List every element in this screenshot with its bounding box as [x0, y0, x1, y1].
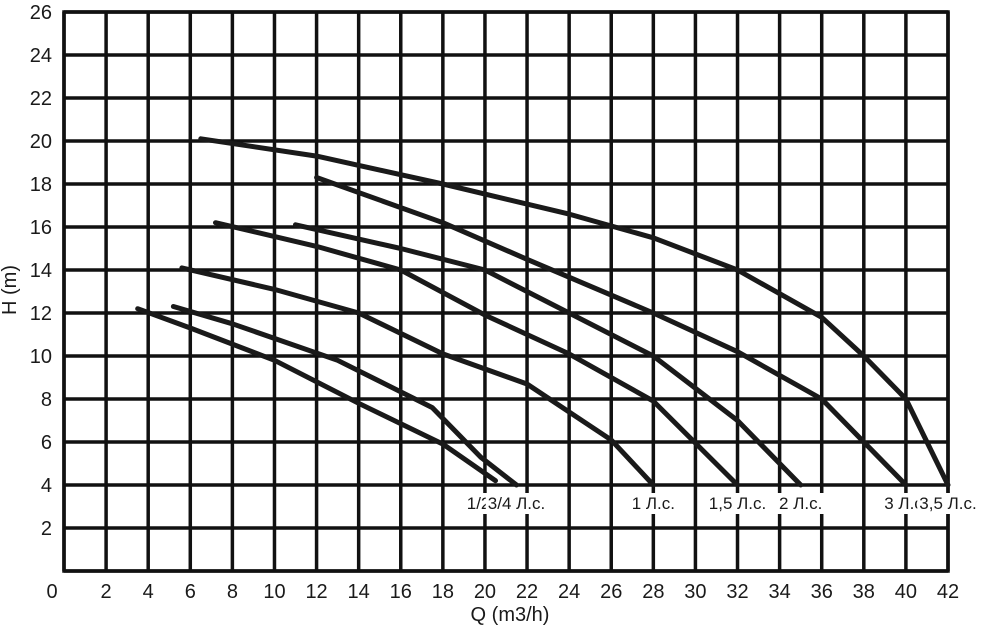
y-tick-label-10: 22: [30, 88, 52, 110]
y-tick-label-8: 18: [30, 174, 52, 196]
series-curve-6: [198, 136, 951, 488]
x-tick-label-16: 32: [726, 581, 748, 603]
series-curve-4: [293, 222, 804, 488]
series-label-bg-6: [917, 493, 979, 514]
x-tick-label-7: 14: [348, 581, 370, 603]
x-tick-label-8: 16: [390, 581, 412, 603]
chart-series-labels: 1/2 Л.с.3/4 Л.с.1 Л.с.1,5 Л.с.2 Л.с.3 Л.…: [464, 493, 979, 514]
x-tick-label-15: 30: [684, 581, 706, 603]
x-tick-label-11: 22: [516, 581, 538, 603]
series-curve-3: [213, 220, 740, 488]
y-tick-label-7: 16: [30, 217, 52, 239]
x-tick-label-9: 18: [432, 581, 454, 603]
x-tick-labels: 0 2 4 6 8 10 12 14 16 18 20 22 24 26 28 30 32 34 36 38 40 42: [46, 581, 959, 603]
x-tick-label-14: 28: [642, 581, 664, 603]
series-curve-2: [179, 265, 656, 488]
x-tick-label-21: 42: [937, 581, 959, 603]
x-tick-label-2: 4: [143, 581, 154, 603]
chart-grid: [62, 10, 950, 573]
y-tick-label-5: 12: [30, 303, 52, 325]
series-label-4: 2 Л.с.: [779, 494, 822, 513]
x-tick-label-0: 0: [46, 581, 57, 603]
x-tick-label-10: 20: [474, 581, 496, 603]
x-tick-label-18: 36: [811, 581, 833, 603]
x-tick-label-13: 26: [600, 581, 622, 603]
series-label-bg-1: [485, 493, 548, 514]
y-tick-label-9: 20: [30, 131, 52, 153]
y-tick-label-4: 10: [30, 346, 52, 368]
series-curve-5: [314, 175, 909, 488]
y-tick-label-0: 2: [41, 518, 52, 540]
y-tick-label-6: 14: [30, 260, 52, 282]
series-label-3: 1,5 Л.с.: [709, 494, 766, 513]
series-label-bg-3: [706, 493, 769, 514]
series-label-bg-4: [777, 493, 825, 514]
series-label-6: 3,5 Л.с.: [919, 494, 976, 513]
series-curve-0: [135, 306, 498, 484]
x-tick-label-20: 40: [895, 581, 917, 603]
x-tick-label-17: 34: [768, 581, 790, 603]
plot-frame: [62, 10, 950, 573]
x-tick-label-12: 24: [558, 581, 580, 603]
y-tick-label-3: 8: [41, 389, 52, 411]
x-tick-label-3: 6: [185, 581, 196, 603]
y-tick-label-11: 24: [30, 45, 52, 67]
x-tick-label-1: 2: [101, 581, 112, 603]
x-axis-label: Q (m3/h): [471, 604, 550, 626]
y-tick-label-1: 4: [41, 475, 52, 497]
x-tick-label-19: 38: [853, 581, 875, 603]
series-label-1: 3/4 Л.с.: [488, 494, 545, 513]
series-label-bg-2: [629, 493, 677, 514]
x-tick-label-6: 12: [305, 581, 327, 603]
y-tick-label-12: 26: [30, 2, 52, 24]
series-curve-1: [170, 304, 519, 488]
y-axis-label: H (m): [0, 265, 21, 315]
x-tick-label-5: 10: [263, 581, 285, 603]
x-tick-label-4: 8: [227, 581, 238, 603]
chart-curves: [135, 136, 951, 488]
y-tick-label-2: 6: [41, 432, 52, 454]
series-label-2: 1 Л.с.: [632, 494, 675, 513]
series-label-5: 3 Л.с.: [884, 494, 927, 513]
